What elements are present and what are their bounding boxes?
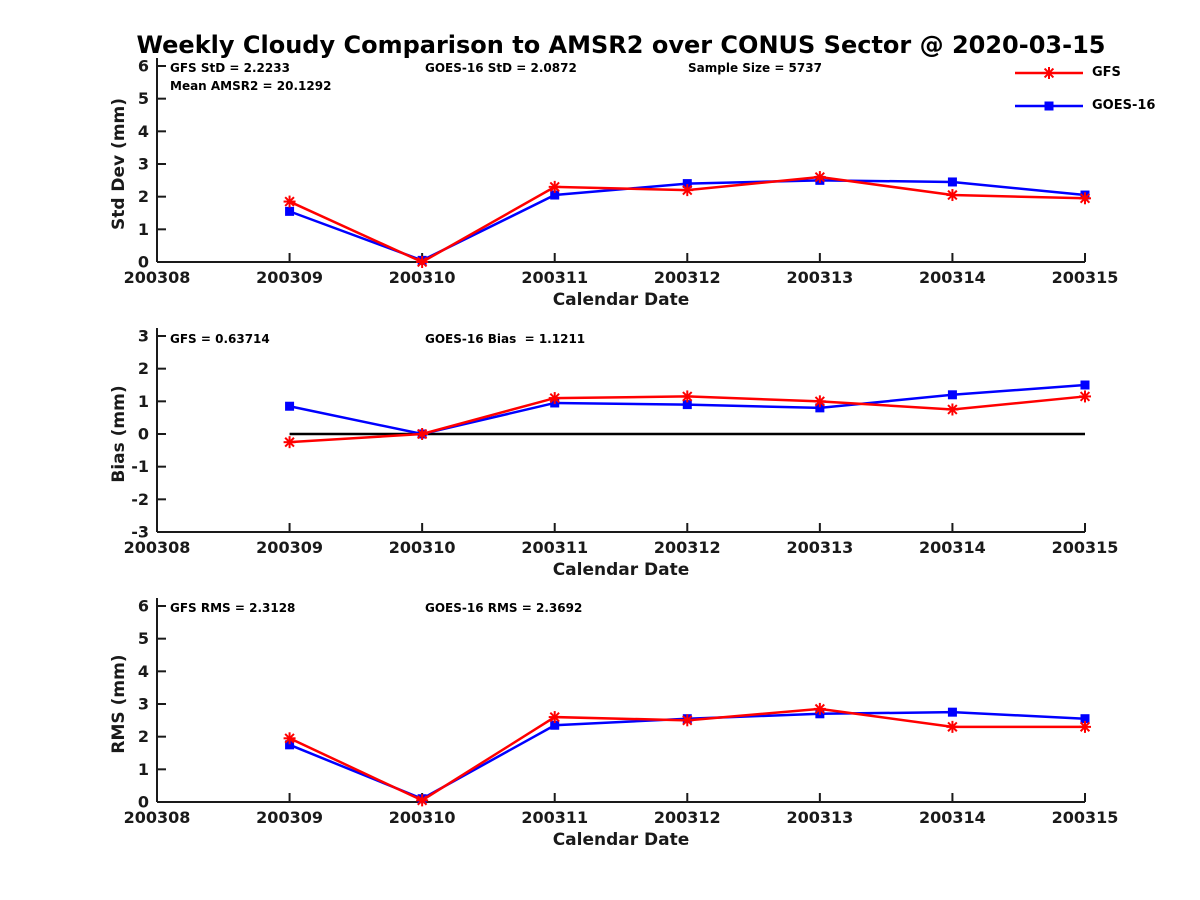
square-marker [947, 390, 957, 400]
annotation-gfs-bias: GFS = 0.63714 [170, 332, 270, 346]
asterisk-marker [284, 733, 295, 744]
y-tick-label: 1 [138, 760, 149, 779]
y-tick-label: 3 [138, 695, 149, 714]
x-tick-label: 200308 [124, 538, 191, 557]
x-tick-label: 200312 [654, 268, 721, 287]
square-marker [815, 403, 825, 413]
x-tick-label: 200308 [124, 268, 191, 287]
y-tick-label: 0 [138, 793, 149, 812]
asterisk-marker [947, 404, 958, 415]
asterisk-marker [682, 715, 693, 726]
asterisk-marker [814, 171, 825, 183]
square-marker [1044, 101, 1054, 111]
y-tick-label: 4 [138, 662, 149, 681]
y-tick-label: 3 [138, 155, 149, 174]
asterisk-marker [682, 391, 693, 402]
x-tick-label: 200311 [521, 538, 588, 557]
square-marker [285, 401, 295, 411]
asterisk-marker [947, 721, 958, 732]
x-tick-label: 200312 [654, 808, 721, 827]
annotation-mean-amsr2: Mean AMSR2 = 20.1292 [170, 79, 332, 93]
x-tick-label: 200314 [919, 268, 986, 287]
square-marker [285, 740, 295, 750]
x-axis-label-panel3: Calendar Date [552, 830, 690, 850]
asterisk-marker [682, 185, 693, 196]
x-tick-label: 200313 [786, 808, 853, 827]
asterisk-marker [1079, 721, 1091, 732]
y-tick-label: -2 [131, 490, 149, 509]
asterisk-marker [417, 795, 428, 806]
annotation-gfs-rms: GFS RMS = 2.3128 [170, 601, 296, 615]
x-tick-label: 200314 [919, 808, 986, 827]
x-axis-label-panel1: Calendar Date [552, 290, 690, 310]
asterisk-marker [417, 428, 428, 440]
x-tick-label: 200315 [1052, 538, 1119, 557]
y-tick-label: 4 [138, 122, 149, 141]
y-tick-label: -3 [131, 523, 149, 542]
y-tick-label: 2 [138, 727, 149, 746]
x-tick-label: 200315 [1052, 268, 1119, 287]
x-tick-label: 200311 [521, 268, 588, 287]
asterisk-marker [1043, 67, 1055, 79]
legend-label-gfs: GFS [1092, 65, 1121, 80]
x-tick-label: 200310 [389, 268, 456, 287]
square-marker [682, 179, 692, 189]
annotation-gfs-std: GFS StD = 2.2233 [170, 61, 290, 75]
asterisk-marker [417, 256, 428, 268]
square-marker [550, 190, 560, 200]
x-tick-label: 200314 [919, 538, 986, 557]
x-tick-label: 200309 [256, 808, 323, 827]
y-tick-label: 2 [138, 187, 149, 206]
asterisk-marker [549, 711, 560, 723]
x-tick-label: 200308 [124, 808, 191, 827]
asterisk-marker [549, 392, 560, 404]
annotation-goes-rms: GOES-16 RMS = 2.3692 [425, 601, 583, 615]
square-marker [682, 400, 692, 410]
y-tick-label: 6 [138, 597, 149, 616]
asterisk-marker [284, 437, 295, 448]
asterisk-marker [1079, 391, 1091, 402]
asterisk-marker [814, 396, 825, 407]
y-tick-label: 5 [138, 89, 149, 108]
asterisk-marker [1079, 193, 1091, 204]
y-tick-label: 1 [138, 220, 149, 239]
y-tick-label: 1 [138, 392, 149, 411]
legend-label-goes16: GOES-16 [1092, 98, 1156, 113]
y-tick-label: 2 [138, 359, 149, 378]
square-marker [947, 177, 957, 187]
square-marker [550, 720, 560, 730]
x-tick-label: 200310 [389, 808, 456, 827]
square-marker [947, 707, 957, 717]
y-tick-label: 5 [138, 629, 149, 648]
square-marker [285, 206, 295, 216]
x-tick-label: 200310 [389, 538, 456, 557]
y-tick-label: 0 [138, 253, 149, 272]
asterisk-marker [549, 181, 560, 192]
y-tick-label: 0 [138, 425, 149, 444]
annotation-goes-bias: GOES-16 Bias = 1.1211 [425, 332, 586, 346]
x-axis-label-panel2: Calendar Date [552, 560, 690, 580]
y-tick-label: -1 [131, 457, 149, 476]
x-tick-label: 200309 [256, 538, 323, 557]
asterisk-marker [284, 196, 295, 207]
y-tick-label: 6 [138, 57, 149, 76]
x-tick-label: 200315 [1052, 808, 1119, 827]
asterisk-marker [947, 189, 958, 201]
square-marker [1080, 380, 1090, 390]
x-tick-label: 200313 [786, 538, 853, 557]
x-tick-label: 200309 [256, 268, 323, 287]
y-tick-label: 3 [138, 327, 149, 346]
x-tick-label: 200312 [654, 538, 721, 557]
x-tick-label: 200313 [786, 268, 853, 287]
asterisk-marker [814, 703, 825, 715]
annotation-sample-size: Sample Size = 5737 [688, 61, 822, 75]
chart-title: Weekly Cloudy Comparison to AMSR2 over C… [136, 31, 1106, 59]
square-marker [1080, 714, 1090, 724]
annotation-goes-std: GOES-16 StD = 2.0872 [425, 61, 577, 75]
x-tick-label: 200311 [521, 808, 588, 827]
